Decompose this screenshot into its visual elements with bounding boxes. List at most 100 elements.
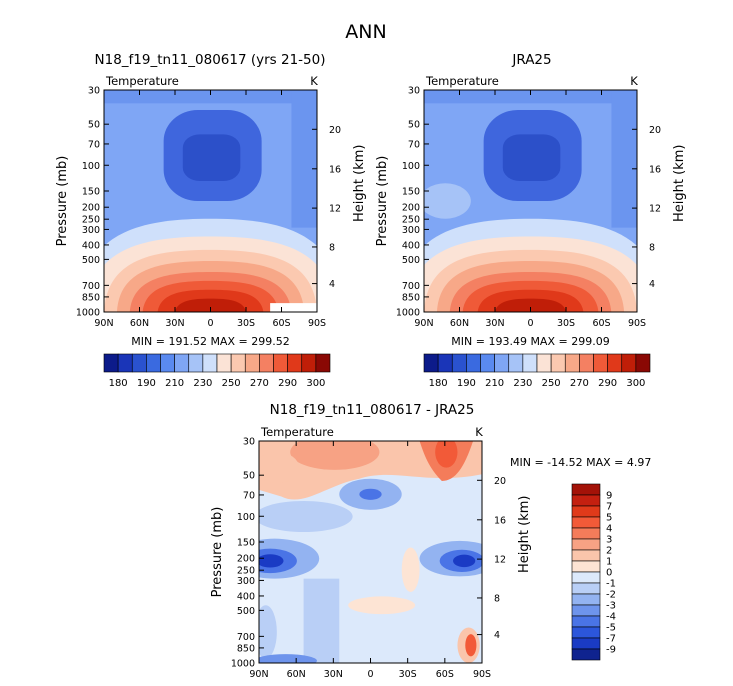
region-cold-core xyxy=(259,554,284,568)
height-tick-label: 4 xyxy=(649,279,655,290)
colorbar-label: 180 xyxy=(109,378,128,389)
colorbar-label: 250 xyxy=(222,378,241,389)
panel-title: N18_f19_tn11_080617 (yrs 21-50) xyxy=(95,52,326,68)
colorbar-box xyxy=(571,648,601,661)
height-tick-label: 20 xyxy=(494,476,506,487)
y-tick-label: 300 xyxy=(82,225,100,236)
colorbar-box xyxy=(571,538,601,551)
x-tick-label: 0 xyxy=(527,318,533,329)
panel-difference: N18_f19_tn11_080617 - JRA25 90N 60N 30N 0 30S… xyxy=(210,402,651,680)
y-tick-label: 400 xyxy=(237,591,255,602)
height-tick-label: 20 xyxy=(649,125,661,136)
y-tick-label: 300 xyxy=(402,225,420,236)
height-tick-label: 16 xyxy=(494,515,506,526)
stats-text: MIN = -14.52 MAX = 4.97 xyxy=(510,456,651,469)
colorbar-box xyxy=(571,593,601,606)
region-cold xyxy=(259,500,353,533)
y-tick-label: 30 xyxy=(88,86,100,97)
region-polar-column xyxy=(291,90,317,228)
colorbar-box xyxy=(451,353,467,373)
x-tick-label: 30S xyxy=(237,318,255,329)
region-polar-column xyxy=(611,90,637,228)
colorbar-label: 9 xyxy=(606,491,612,502)
colorbar-box xyxy=(494,353,510,373)
region-warm-patch xyxy=(401,547,420,592)
y-tick-label: 200 xyxy=(82,203,100,214)
x-tick-label: 30N xyxy=(324,669,343,680)
region-polar-warm xyxy=(424,183,471,219)
colorbar-label: 190 xyxy=(457,378,476,389)
y-tick-label: 400 xyxy=(82,240,100,251)
colorbar-box xyxy=(423,353,439,373)
colorbar-box xyxy=(571,560,601,573)
colorbar-box xyxy=(571,483,601,496)
colorbar-box xyxy=(571,516,601,529)
y-tick-label: 400 xyxy=(402,240,420,251)
height-tick-label: 16 xyxy=(329,164,341,175)
y-tick-label: 500 xyxy=(82,255,100,266)
y-tick-label: 70 xyxy=(88,139,100,150)
colorbar-box xyxy=(508,353,524,373)
colorbar-label: 300 xyxy=(626,378,645,389)
y-tick-label: 250 xyxy=(237,566,255,577)
y-tick-label: 250 xyxy=(82,215,100,226)
x-tick-label: 30N xyxy=(165,318,184,329)
height-tick-label: 12 xyxy=(329,204,341,215)
height-tick-label: 16 xyxy=(649,164,661,175)
height-tick-label: 4 xyxy=(494,630,500,641)
units-label: K xyxy=(310,74,318,88)
colorbar-box xyxy=(117,353,133,373)
y-axis-label: Pressure (mb) xyxy=(55,156,70,247)
colorbar-box xyxy=(571,615,601,628)
colorbar-box xyxy=(146,353,161,373)
y-tick-label: 70 xyxy=(243,490,255,501)
colorbar-box xyxy=(103,353,119,373)
variable-label: Temperature xyxy=(425,74,499,88)
figure-title: ANN xyxy=(345,21,386,43)
height-axis-label: Height (km) xyxy=(672,145,687,222)
units-label: K xyxy=(630,74,638,88)
x-tick-label: 90N xyxy=(94,318,113,329)
colorbar-label: 2 xyxy=(606,546,612,557)
colorbar-box xyxy=(315,353,331,373)
y-tick-label: 300 xyxy=(237,576,255,587)
y-tick-label: 100 xyxy=(82,161,100,172)
height-axis-label: Height (km) xyxy=(352,145,367,222)
colorbar-box xyxy=(174,353,190,373)
y-tick-label: 850 xyxy=(237,643,255,654)
panel-title: JRA25 xyxy=(511,52,551,68)
colorbar-label: 270 xyxy=(250,378,269,389)
y-tick-label: 50 xyxy=(88,120,100,131)
y-tick-label: 250 xyxy=(402,215,420,226)
x-tick-label: 90S xyxy=(308,318,326,329)
colorbar-label: 290 xyxy=(598,378,617,389)
y-tick-label: 30 xyxy=(243,437,255,448)
panel-model: N18_f19_tn11_080617 (yrs 21-50) 90N 60N 30N… xyxy=(55,52,367,389)
y-tick-label: 150 xyxy=(82,187,100,198)
colorbar-label: 4 xyxy=(606,524,612,535)
height-tick-label: 8 xyxy=(494,593,500,604)
y-tick-label: 70 xyxy=(408,139,420,150)
y-tick-label: 100 xyxy=(237,512,255,523)
x-tick-label: 90S xyxy=(473,669,491,680)
colorbar-box xyxy=(188,353,204,373)
y-tick-label: 100 xyxy=(402,161,420,172)
colorbar-label: 230 xyxy=(513,378,532,389)
colorbar-box xyxy=(607,353,623,373)
colorbar-label: 0 xyxy=(606,568,612,579)
colorbar-box xyxy=(202,353,218,373)
y-tick-label: 700 xyxy=(402,281,420,292)
region-cold xyxy=(259,605,277,659)
x-tick-label: 60N xyxy=(130,318,149,329)
height-tick-label: 12 xyxy=(649,204,661,215)
colorbar-label: -7 xyxy=(606,634,616,645)
height-tick-label: 20 xyxy=(329,125,341,136)
colorbar-box xyxy=(571,637,601,650)
region-warm-patch xyxy=(348,596,416,615)
colorbar-label: 210 xyxy=(165,378,184,389)
colorbar-label: 180 xyxy=(429,378,448,389)
colorbar-box xyxy=(259,353,274,373)
region-upper-band xyxy=(104,90,317,104)
region-cold-core xyxy=(453,554,476,568)
